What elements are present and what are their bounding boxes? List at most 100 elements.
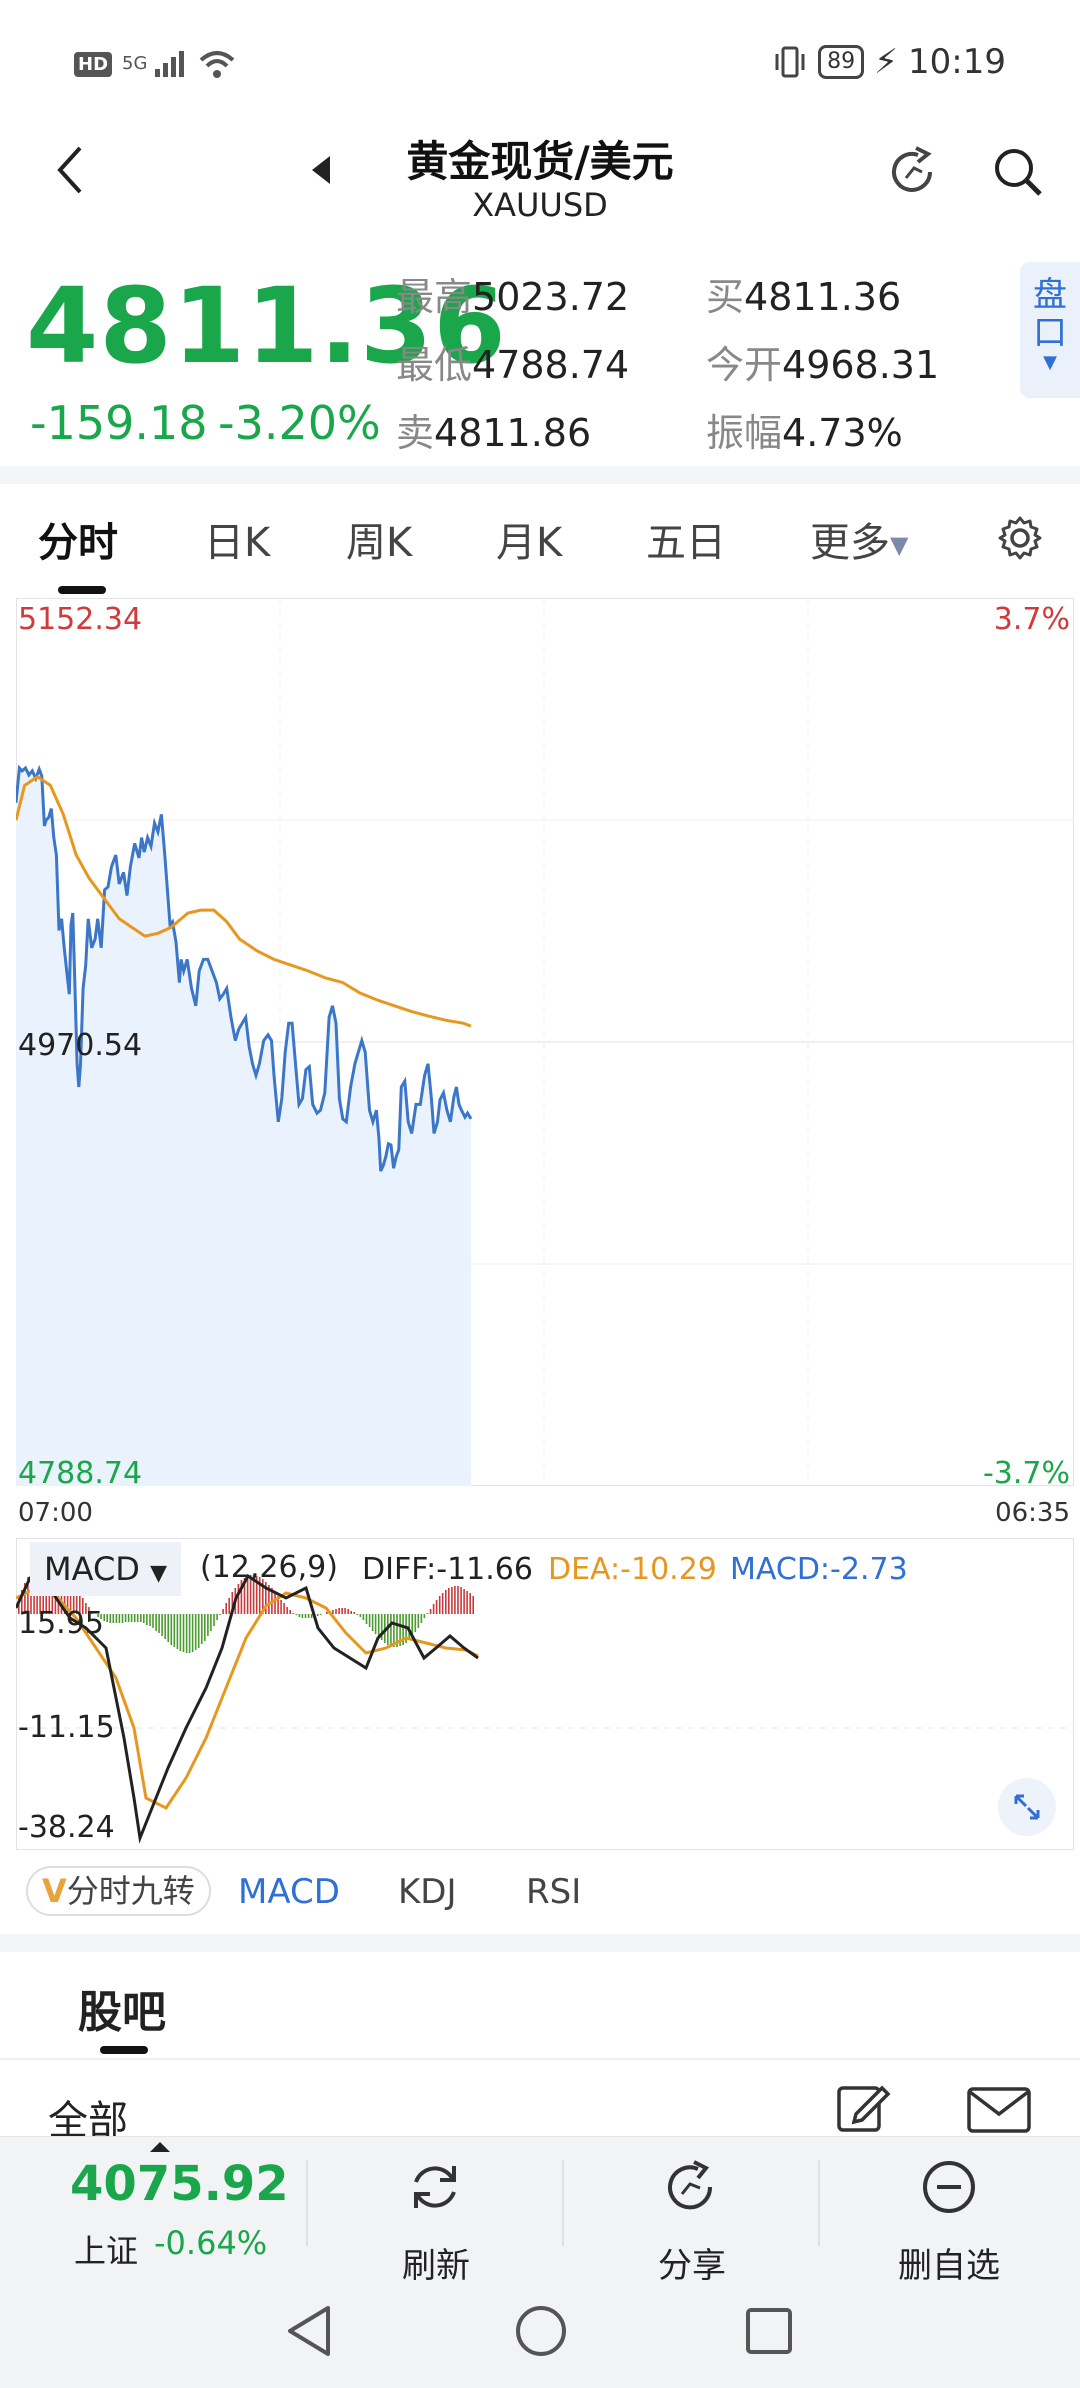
macd-bar bbox=[438, 1596, 441, 1614]
macd-bar bbox=[426, 1613, 429, 1614]
y-min-pct: -3.7% bbox=[982, 1456, 1070, 1491]
macd-bar bbox=[301, 1614, 304, 1618]
macd-bar bbox=[222, 1609, 224, 1614]
macd-bar bbox=[408, 1614, 410, 1640]
y-max-label: 5152.34 bbox=[18, 602, 143, 637]
macd-bar bbox=[21, 1590, 23, 1614]
settings-icon[interactable] bbox=[996, 514, 1044, 562]
macd-bar bbox=[460, 1587, 462, 1614]
price-chart[interactable] bbox=[16, 598, 1074, 1486]
status-left-icons: HD 5G bbox=[74, 44, 237, 84]
edit-post-icon[interactable] bbox=[836, 2082, 892, 2134]
nav-recents-icon[interactable] bbox=[744, 2306, 794, 2356]
page-title: 黄金现货/美元 bbox=[406, 137, 674, 186]
macd-bar bbox=[112, 1614, 115, 1623]
macd-bar bbox=[457, 1586, 459, 1614]
vibrate-icon bbox=[775, 46, 805, 78]
macd-bar bbox=[411, 1614, 413, 1636]
macd-y-mid: -11.15 bbox=[18, 1710, 115, 1745]
macd-bar bbox=[127, 1614, 130, 1622]
macd-bar bbox=[417, 1614, 420, 1628]
macd-bar bbox=[402, 1614, 404, 1645]
index-value[interactable]: 4075.92 bbox=[70, 2156, 289, 2212]
tab-daily-k[interactable]: 日K bbox=[204, 520, 271, 566]
nav-home-icon[interactable] bbox=[514, 2304, 568, 2358]
caret-up-icon bbox=[150, 2142, 170, 2152]
diff-line bbox=[16, 1572, 479, 1844]
macd-chart-frame[interactable] bbox=[16, 1538, 1074, 1850]
macd-bar bbox=[194, 1614, 197, 1650]
refresh-button[interactable]: 刷新 bbox=[402, 2246, 470, 2286]
hd-badge: HD bbox=[74, 51, 113, 77]
tab-monthly-k[interactable]: 月K bbox=[496, 520, 563, 566]
macd-bar bbox=[380, 1614, 383, 1640]
macd-bar bbox=[326, 1612, 328, 1614]
refresh-icon[interactable] bbox=[882, 142, 942, 202]
pankou-button[interactable]: 盘口 ▼ bbox=[1020, 262, 1080, 398]
macd-bar bbox=[362, 1614, 365, 1620]
macd-bar bbox=[277, 1596, 279, 1614]
search-icon[interactable] bbox=[990, 144, 1046, 200]
back-icon[interactable] bbox=[54, 144, 86, 196]
macd-bar bbox=[121, 1614, 124, 1623]
macd-bar bbox=[27, 1577, 29, 1614]
tab-kdj[interactable]: KDJ bbox=[398, 1872, 457, 1912]
macd-bar bbox=[79, 1593, 81, 1614]
macd-bar bbox=[341, 1608, 343, 1614]
macd-bar bbox=[454, 1586, 456, 1614]
macd-bar bbox=[368, 1614, 371, 1627]
prev-instrument-icon[interactable] bbox=[308, 154, 332, 186]
refresh-icon[interactable] bbox=[404, 2156, 466, 2218]
macd-bar bbox=[429, 1609, 432, 1614]
macd-bar bbox=[164, 1614, 166, 1639]
status-bar: HD 5G 89 ⚡ 10:19 bbox=[0, 0, 1080, 120]
price-change-pct: -3.20% bbox=[218, 396, 381, 450]
divider bbox=[306, 2160, 308, 2246]
active-tab-indicator bbox=[58, 586, 106, 594]
macd-bar bbox=[295, 1614, 298, 1615]
macd-bar bbox=[91, 1611, 93, 1614]
last-price: 4811.36 bbox=[26, 265, 507, 387]
nine-turn-button[interactable]: V分时九转 bbox=[26, 1866, 211, 1916]
nav-back-icon[interactable] bbox=[284, 2304, 334, 2358]
macd-bar bbox=[225, 1603, 227, 1614]
macd-bar bbox=[472, 1596, 474, 1614]
macd-bar bbox=[228, 1598, 230, 1614]
macd-bar bbox=[396, 1614, 398, 1647]
tab-intraday[interactable]: 分时 bbox=[38, 520, 118, 566]
remove-watchlist-icon[interactable] bbox=[918, 2156, 980, 2218]
macd-bar bbox=[243, 1578, 246, 1614]
macd-bar bbox=[24, 1583, 26, 1614]
tab-rsi[interactable]: RSI bbox=[526, 1872, 582, 1912]
macd-bar bbox=[255, 1576, 258, 1614]
remove-watchlist-button[interactable]: 删自选 bbox=[898, 2246, 1000, 2286]
message-icon[interactable] bbox=[966, 2086, 1032, 2134]
macd-bar bbox=[173, 1614, 176, 1647]
macd-bar bbox=[100, 1614, 102, 1619]
tab-five-day[interactable]: 五日 bbox=[646, 520, 726, 566]
tab-weekly-k[interactable]: 周K bbox=[346, 520, 413, 566]
expand-icon[interactable] bbox=[998, 1778, 1056, 1836]
tab-macd[interactable]: MACD bbox=[238, 1872, 340, 1912]
macd-bar bbox=[292, 1613, 295, 1614]
share-button[interactable]: 分享 bbox=[658, 2246, 726, 2286]
buy-stat: 买4811.36 bbox=[706, 275, 902, 319]
macd-bar bbox=[191, 1614, 194, 1652]
macd-selector[interactable]: MACD ▼ bbox=[30, 1542, 182, 1596]
macd-bar bbox=[152, 1614, 154, 1628]
macd-bar bbox=[448, 1588, 450, 1614]
macd-bar bbox=[441, 1593, 444, 1614]
macd-bar bbox=[118, 1614, 121, 1623]
chevron-down-icon: ▼ bbox=[1043, 352, 1057, 373]
share-icon[interactable] bbox=[660, 2156, 722, 2218]
guba-title[interactable]: 股吧 bbox=[78, 1987, 166, 2038]
macd-bar bbox=[377, 1614, 380, 1637]
price-area-fill bbox=[16, 768, 471, 1486]
dea-value: DEA:-10.29 bbox=[548, 1552, 717, 1587]
macd-bar bbox=[216, 1614, 218, 1620]
macd-bar bbox=[106, 1614, 108, 1622]
amplitude-stat: 振幅4.73% bbox=[706, 411, 903, 455]
tab-more[interactable]: 更多▼ bbox=[810, 520, 909, 566]
diff-value: DIFF:-11.66 bbox=[362, 1552, 533, 1587]
guba-tab-indicator bbox=[100, 2046, 148, 2054]
